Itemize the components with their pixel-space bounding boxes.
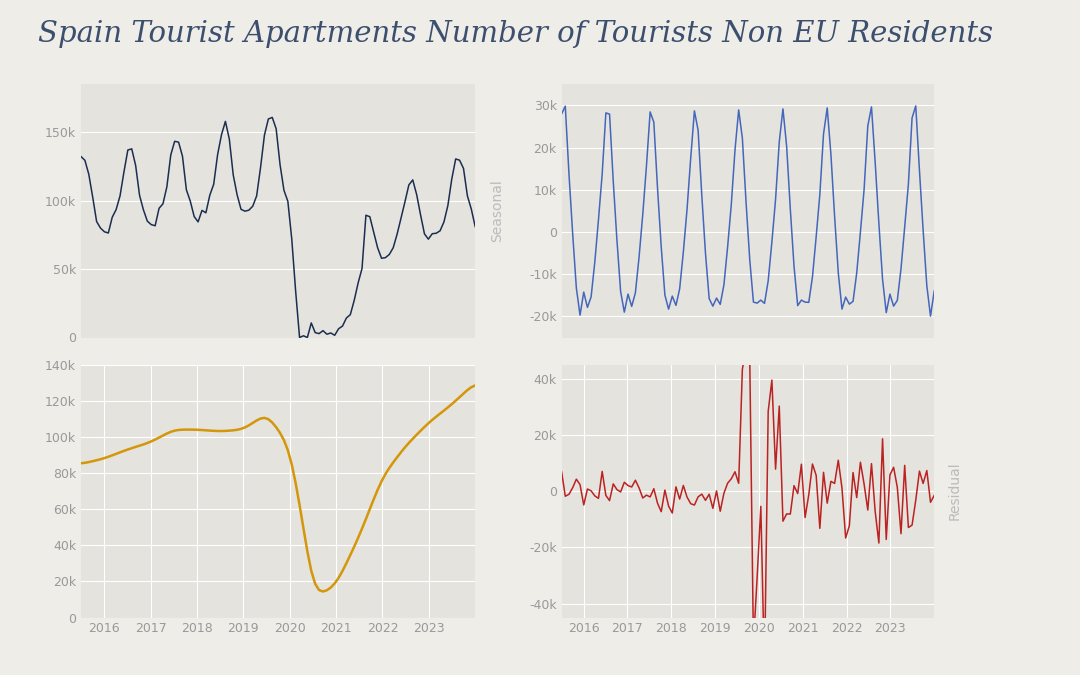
Text: Seasonal: Seasonal (490, 180, 504, 242)
Text: Spain Tourist Apartments Number of Tourists Non EU Residents: Spain Tourist Apartments Number of Touri… (38, 20, 993, 48)
Text: Residual: Residual (947, 462, 961, 520)
